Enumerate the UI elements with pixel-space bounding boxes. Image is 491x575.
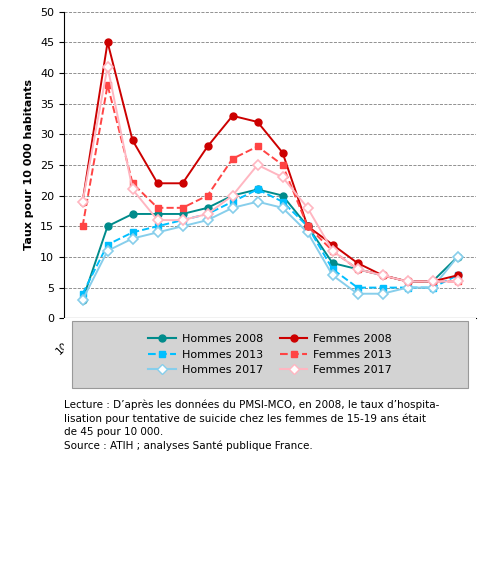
Text: Lecture : D’après les données du PMSI-MCO, en 2008, le taux d’hospita-
lisation : Lecture : D’après les données du PMSI-MC… (64, 400, 439, 451)
FancyBboxPatch shape (72, 321, 468, 388)
Y-axis label: Taux pour 10 000 habitants: Taux pour 10 000 habitants (25, 79, 34, 250)
X-axis label: Classes d’âge (années): Classes d’âge (années) (189, 362, 352, 375)
Legend: Hommes 2008, Hommes 2013, Hommes 2017, Femmes 2008, Femmes 2013, Femmes 2017: Hommes 2008, Hommes 2013, Hommes 2017, F… (145, 331, 395, 378)
